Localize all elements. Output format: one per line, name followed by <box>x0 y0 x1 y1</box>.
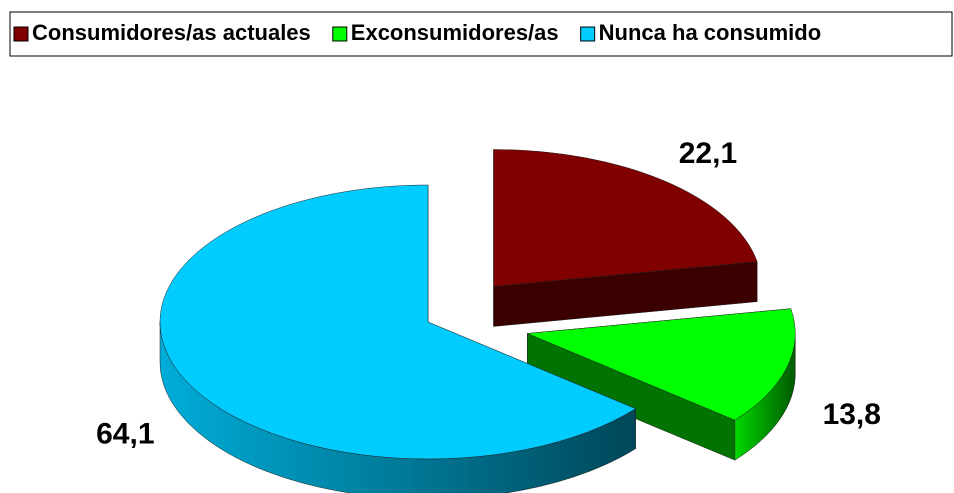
slice <box>493 149 758 327</box>
data-label: 13,8 <box>823 398 881 431</box>
legend-label: Consumidores/as actuales <box>32 20 311 45</box>
slice <box>527 308 796 461</box>
legend-swatch <box>332 26 348 42</box>
legend-swatch <box>13 26 29 42</box>
legend-swatch <box>580 26 596 42</box>
data-label: 64,1 <box>96 417 154 450</box>
data-label: 22,1 <box>679 137 737 170</box>
legend-box <box>9 11 953 57</box>
legend-label: Nunca ha consumido <box>599 20 821 45</box>
slice-top <box>493 149 758 287</box>
slice <box>159 184 637 493</box>
slice-top <box>527 308 796 421</box>
slice-top <box>159 184 637 460</box>
legend-label: Exconsumidores/as <box>351 20 559 45</box>
